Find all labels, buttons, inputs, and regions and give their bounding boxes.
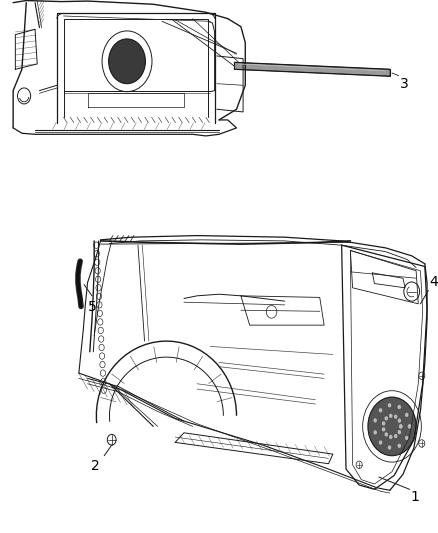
Circle shape (389, 435, 392, 439)
Circle shape (394, 415, 397, 419)
Circle shape (385, 416, 388, 421)
Text: 3: 3 (399, 77, 408, 91)
Circle shape (408, 424, 411, 429)
Circle shape (374, 430, 377, 434)
Text: 4: 4 (429, 275, 438, 289)
Text: 2: 2 (91, 459, 100, 473)
Circle shape (382, 421, 385, 425)
Circle shape (388, 446, 391, 450)
Circle shape (405, 436, 409, 440)
Text: 5: 5 (88, 300, 96, 313)
Circle shape (408, 424, 411, 429)
Circle shape (388, 403, 391, 407)
Circle shape (382, 427, 385, 432)
Circle shape (385, 432, 388, 437)
Circle shape (405, 413, 409, 417)
Circle shape (398, 405, 401, 409)
Text: 1: 1 (411, 490, 420, 504)
Circle shape (394, 434, 397, 438)
Circle shape (389, 414, 392, 418)
Circle shape (399, 424, 403, 429)
Polygon shape (234, 62, 390, 76)
Circle shape (109, 39, 145, 84)
Circle shape (399, 424, 403, 429)
Circle shape (379, 408, 382, 413)
Circle shape (398, 430, 401, 434)
Circle shape (398, 443, 401, 448)
Circle shape (368, 397, 416, 456)
Circle shape (379, 440, 382, 445)
Circle shape (374, 418, 377, 423)
Circle shape (398, 418, 401, 423)
